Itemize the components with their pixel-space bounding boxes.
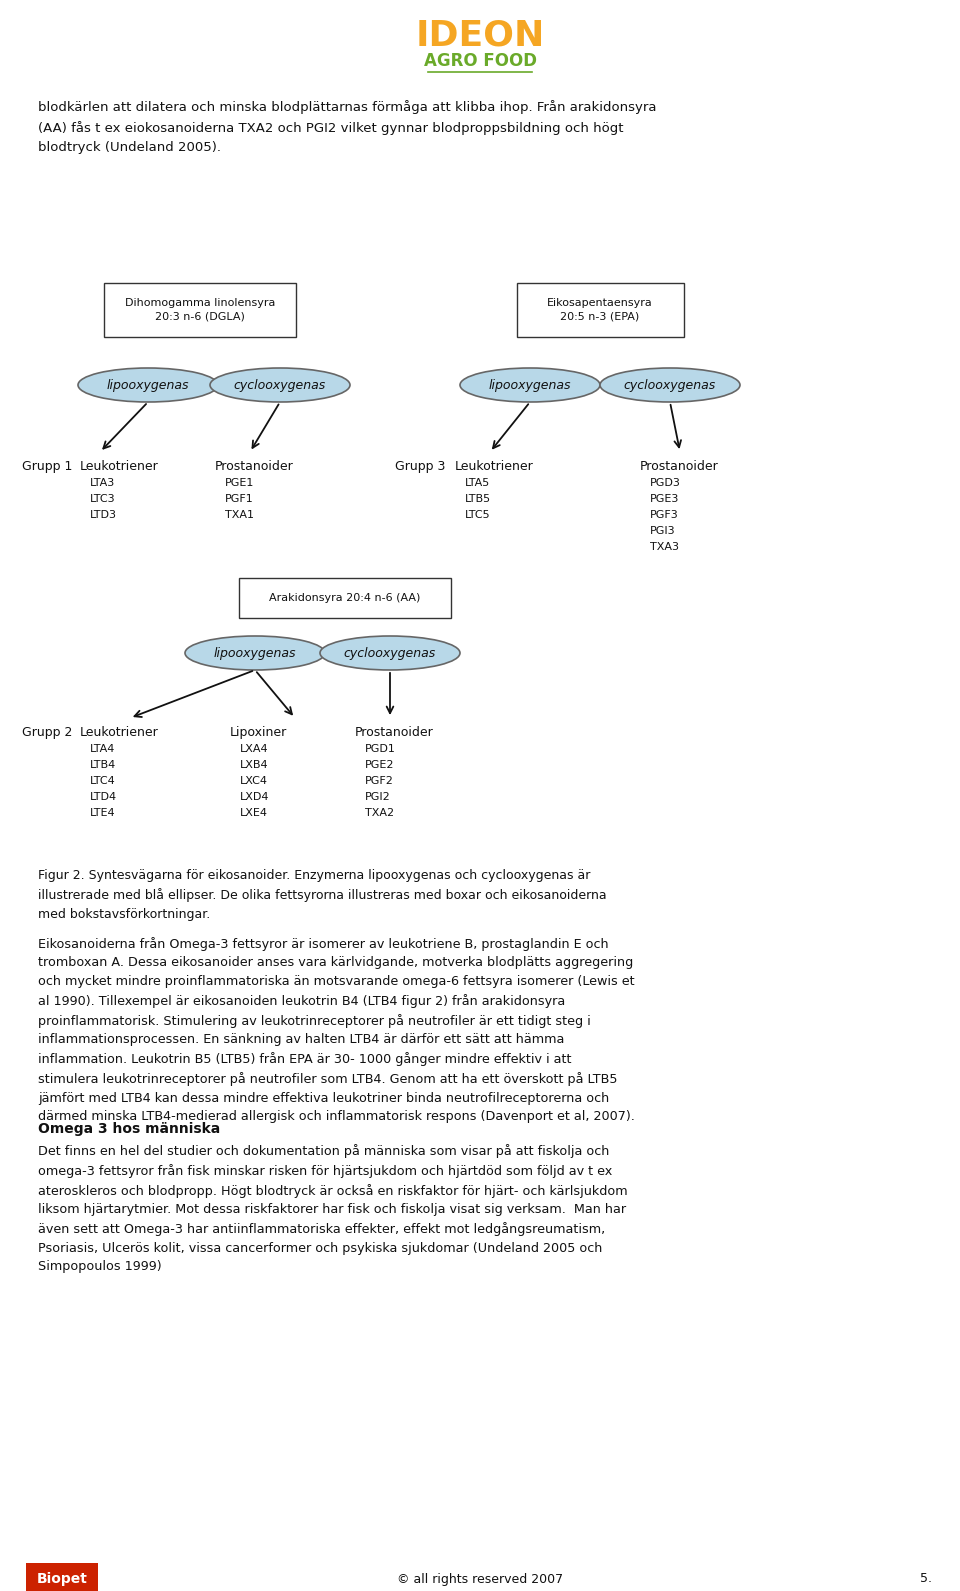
Text: LXC4: LXC4: [240, 776, 268, 786]
Text: blodkärlen att dilatera och minska blodplättarnas förmåga att klibba ihop. Från : blodkärlen att dilatera och minska blodp…: [38, 100, 657, 153]
Text: © all rights reserved 2007: © all rights reserved 2007: [396, 1572, 564, 1586]
Text: Grupp 3: Grupp 3: [395, 460, 445, 473]
Text: Dihomogamma linolensyra
20:3 n-6 (DGLA): Dihomogamma linolensyra 20:3 n-6 (DGLA): [125, 299, 276, 321]
Text: AGRO FOOD: AGRO FOOD: [423, 53, 537, 70]
Text: 5.: 5.: [920, 1572, 932, 1586]
Text: Grupp 1: Grupp 1: [22, 460, 72, 473]
Text: PGI3: PGI3: [650, 527, 676, 536]
Text: LTD3: LTD3: [90, 511, 117, 520]
Ellipse shape: [460, 368, 600, 403]
Text: lipooxygenas: lipooxygenas: [107, 379, 189, 391]
Text: Arakidonsyra 20:4 n-6 (AA): Arakidonsyra 20:4 n-6 (AA): [270, 593, 420, 603]
Text: cyclooxygenas: cyclooxygenas: [624, 379, 716, 391]
Text: PGF3: PGF3: [650, 511, 679, 520]
Ellipse shape: [185, 636, 325, 670]
Text: PGF1: PGF1: [225, 493, 253, 504]
Text: LXB4: LXB4: [240, 760, 269, 770]
Text: TXA2: TXA2: [365, 808, 395, 818]
Text: Det finns en hel del studier och dokumentation på människa som visar på att fisk: Det finns en hel del studier och dokumen…: [38, 1144, 628, 1273]
Text: Biopet: Biopet: [36, 1572, 87, 1586]
Text: LTE4: LTE4: [90, 808, 115, 818]
Text: IDEON: IDEON: [416, 18, 544, 53]
FancyBboxPatch shape: [26, 1562, 98, 1591]
Text: LXD4: LXD4: [240, 792, 270, 802]
Text: LTA5: LTA5: [465, 477, 491, 488]
Ellipse shape: [78, 368, 218, 403]
Text: Eikosapentaensyra
20:5 n-3 (EPA): Eikosapentaensyra 20:5 n-3 (EPA): [547, 299, 653, 321]
Text: lipooxygenas: lipooxygenas: [489, 379, 571, 391]
Text: LTB5: LTB5: [465, 493, 492, 504]
Text: PGI2: PGI2: [365, 792, 391, 802]
Text: PGE3: PGE3: [650, 493, 680, 504]
Text: Prostanoider: Prostanoider: [215, 460, 294, 473]
Text: cyclooxygenas: cyclooxygenas: [234, 379, 326, 391]
Text: Omega 3 hos människa: Omega 3 hos människa: [38, 1122, 220, 1136]
Text: TXA3: TXA3: [650, 543, 679, 552]
Ellipse shape: [320, 636, 460, 670]
Text: Figur 2. Syntesvägarna för eikosanoider. Enzymerna lipooxygenas och cyclooxygena: Figur 2. Syntesvägarna för eikosanoider.…: [38, 869, 607, 921]
Text: LXE4: LXE4: [240, 808, 268, 818]
Text: LTC3: LTC3: [90, 493, 115, 504]
Text: Leukotriener: Leukotriener: [455, 460, 534, 473]
Text: Prostanoider: Prostanoider: [640, 460, 719, 473]
Text: Prostanoider: Prostanoider: [355, 725, 434, 738]
Text: PGD1: PGD1: [365, 745, 396, 754]
Text: TXA1: TXA1: [225, 511, 254, 520]
Text: PGF2: PGF2: [365, 776, 394, 786]
Text: Grupp 2: Grupp 2: [22, 725, 72, 738]
Text: LTC5: LTC5: [465, 511, 491, 520]
Text: LTA3: LTA3: [90, 477, 115, 488]
Text: cyclooxygenas: cyclooxygenas: [344, 646, 436, 660]
FancyBboxPatch shape: [516, 283, 684, 337]
FancyBboxPatch shape: [104, 283, 296, 337]
Text: Eikosanoiderna från Omega-3 fettsyror är isomerer av leukotriene B, prostaglandi: Eikosanoiderna från Omega-3 fettsyror är…: [38, 937, 635, 1123]
Ellipse shape: [600, 368, 740, 403]
Text: LTD4: LTD4: [90, 792, 117, 802]
Text: LTB4: LTB4: [90, 760, 116, 770]
Text: Leukotriener: Leukotriener: [80, 725, 158, 738]
Text: PGE2: PGE2: [365, 760, 395, 770]
FancyBboxPatch shape: [239, 578, 451, 617]
Text: Lipoxiner: Lipoxiner: [230, 725, 287, 738]
Text: PGE1: PGE1: [225, 477, 254, 488]
Text: LTC4: LTC4: [90, 776, 116, 786]
Text: LXA4: LXA4: [240, 745, 269, 754]
Ellipse shape: [210, 368, 350, 403]
Text: PGD3: PGD3: [650, 477, 681, 488]
Text: LTA4: LTA4: [90, 745, 115, 754]
Text: lipooxygenas: lipooxygenas: [214, 646, 297, 660]
Text: Leukotriener: Leukotriener: [80, 460, 158, 473]
